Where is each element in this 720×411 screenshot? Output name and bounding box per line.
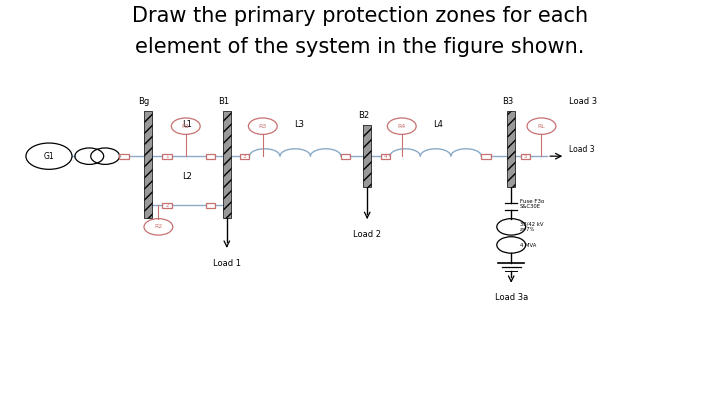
Text: RL: RL [538,124,545,129]
Bar [381,154,390,159]
Text: Fuse F3o: Fuse F3o [520,199,544,204]
Text: 3: 3 [243,154,246,159]
Text: L4: L4 [433,120,443,129]
Text: R4: R4 [397,124,406,129]
Bar [206,154,215,159]
Text: 5: 5 [524,154,527,159]
Text: R2: R2 [154,224,163,229]
Text: 4: 4 [384,154,387,159]
Text: 1: 1 [166,154,168,159]
Text: Load 3: Load 3 [569,145,595,154]
Bar [163,203,172,208]
Text: 2: 2 [166,203,168,208]
Text: Load 3: Load 3 [569,97,597,106]
Text: 4 MVA: 4 MVA [520,243,536,248]
Text: B3: B3 [502,97,513,106]
Bar [119,154,128,159]
Text: Load 3a: Load 3a [495,293,528,302]
Text: B2: B2 [358,111,369,120]
Bar [206,203,215,208]
Text: L3: L3 [294,120,304,129]
Text: Draw the primary protection zones for each: Draw the primary protection zones for ea… [132,6,588,26]
Bar [223,111,231,218]
Text: R1: R1 [181,124,190,129]
Text: Load 1: Load 1 [213,259,240,268]
Bar [240,154,250,159]
Text: R3: R3 [258,124,267,129]
Text: L2: L2 [182,172,192,181]
Text: Bg: Bg [138,97,150,106]
Bar [364,125,372,187]
Bar [507,111,516,187]
Text: S&C30E: S&C30E [520,204,541,209]
Bar [341,154,350,159]
Bar [521,154,531,159]
Text: z=7%: z=7% [520,227,535,232]
Bar [163,154,172,159]
Text: B1: B1 [217,97,229,106]
Text: 38/42 kV: 38/42 kV [520,221,544,226]
Bar [143,111,152,218]
Text: Load 2: Load 2 [354,230,381,239]
Text: element of the system in the figure shown.: element of the system in the figure show… [135,37,585,57]
Bar [482,154,491,159]
Text: L1: L1 [182,120,192,129]
Text: G1: G1 [44,152,54,161]
